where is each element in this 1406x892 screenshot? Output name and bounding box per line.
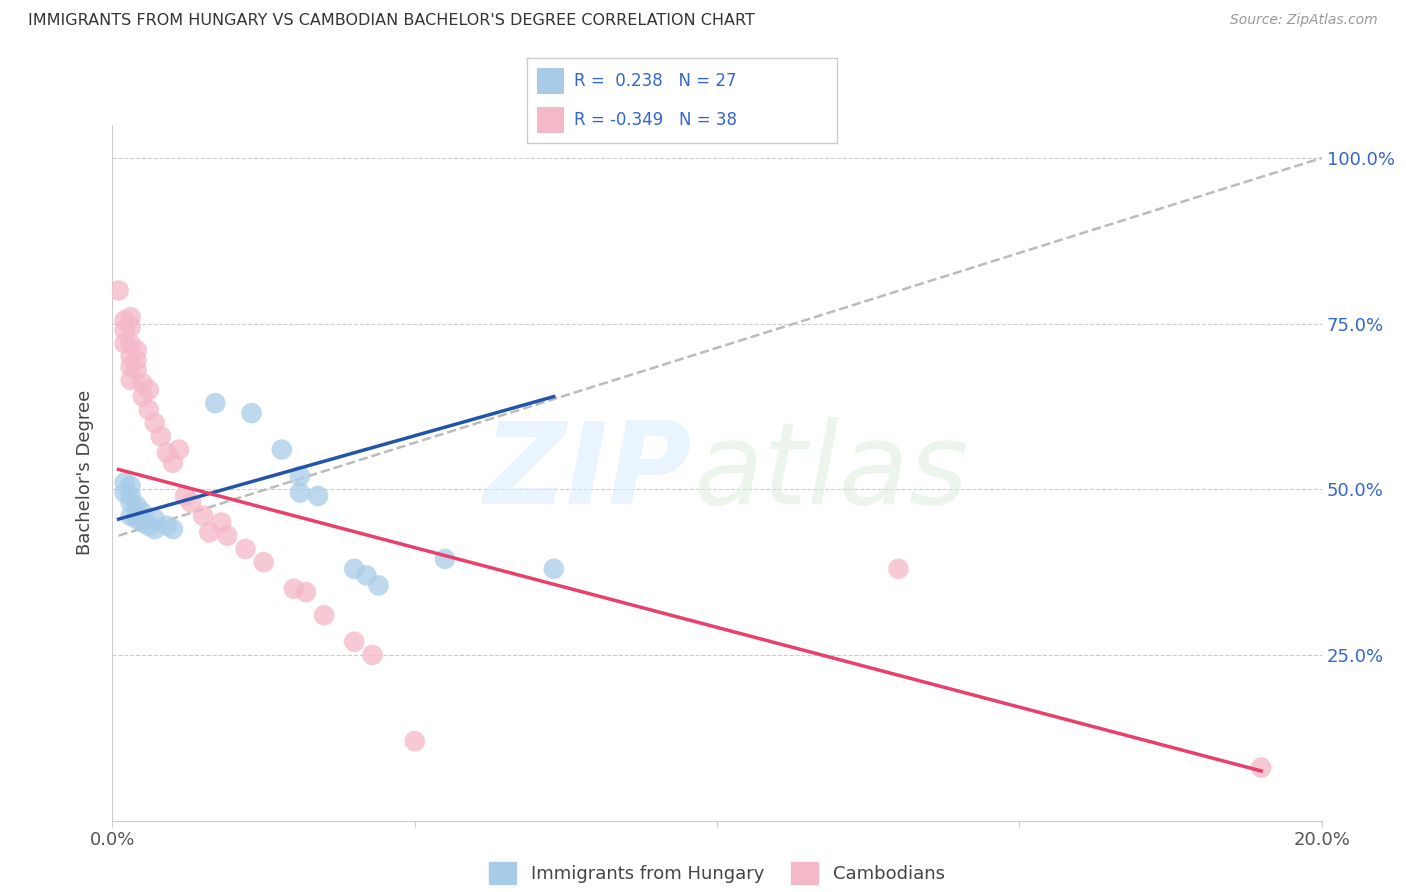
Point bbox=[138, 402, 160, 417]
Point bbox=[114, 313, 136, 327]
Point bbox=[120, 495, 142, 509]
Point bbox=[180, 495, 202, 509]
Legend: Immigrants from Hungary, Cambodians: Immigrants from Hungary, Cambodians bbox=[482, 855, 952, 892]
Point bbox=[156, 446, 179, 460]
Point bbox=[167, 442, 190, 457]
Point bbox=[404, 734, 426, 748]
Point bbox=[217, 529, 239, 543]
Point bbox=[1250, 761, 1272, 775]
Point bbox=[270, 442, 292, 457]
Point bbox=[125, 508, 148, 523]
Point bbox=[138, 383, 160, 397]
Point bbox=[138, 518, 160, 533]
Point bbox=[125, 499, 148, 513]
Point bbox=[235, 541, 257, 556]
Point bbox=[120, 310, 142, 324]
Point bbox=[361, 648, 384, 662]
Point bbox=[120, 489, 142, 503]
Point bbox=[120, 359, 142, 374]
Point bbox=[209, 516, 232, 530]
Point bbox=[433, 552, 456, 566]
Point bbox=[114, 485, 136, 500]
Y-axis label: Bachelor's Degree: Bachelor's Degree bbox=[76, 390, 94, 556]
Text: R =  0.238   N = 27: R = 0.238 N = 27 bbox=[574, 72, 737, 90]
Text: IMMIGRANTS FROM HUNGARY VS CAMBODIAN BACHELOR'S DEGREE CORRELATION CHART: IMMIGRANTS FROM HUNGARY VS CAMBODIAN BAC… bbox=[28, 13, 755, 29]
Point bbox=[132, 390, 155, 404]
Point bbox=[307, 489, 329, 503]
Point bbox=[132, 376, 155, 391]
Point bbox=[143, 522, 166, 536]
Point bbox=[132, 516, 155, 530]
Point bbox=[120, 336, 142, 351]
FancyBboxPatch shape bbox=[537, 68, 564, 94]
Point bbox=[120, 373, 142, 387]
Point bbox=[191, 508, 214, 523]
Point bbox=[887, 562, 910, 576]
Point bbox=[367, 578, 389, 592]
Point bbox=[125, 512, 148, 526]
Point bbox=[120, 508, 142, 523]
Point bbox=[120, 320, 142, 334]
Point bbox=[114, 323, 136, 337]
Point bbox=[543, 562, 565, 576]
Point bbox=[125, 343, 148, 358]
Point bbox=[240, 406, 263, 420]
Point bbox=[295, 585, 318, 599]
Point bbox=[314, 608, 336, 623]
Point bbox=[162, 522, 184, 536]
Point bbox=[343, 634, 366, 648]
Point bbox=[114, 475, 136, 490]
Point bbox=[288, 469, 311, 483]
Point bbox=[198, 525, 221, 540]
Point bbox=[107, 284, 129, 298]
Point bbox=[174, 489, 197, 503]
Point bbox=[143, 512, 166, 526]
FancyBboxPatch shape bbox=[537, 107, 564, 133]
Point bbox=[343, 562, 366, 576]
Point bbox=[253, 555, 276, 569]
Point bbox=[125, 363, 148, 377]
Point bbox=[288, 485, 311, 500]
Text: Source: ZipAtlas.com: Source: ZipAtlas.com bbox=[1230, 13, 1378, 28]
Point bbox=[120, 350, 142, 364]
Point bbox=[162, 456, 184, 470]
Point bbox=[132, 506, 155, 520]
Point bbox=[120, 479, 142, 493]
Point bbox=[125, 353, 148, 368]
Point bbox=[283, 582, 305, 596]
Point bbox=[114, 336, 136, 351]
Point bbox=[156, 518, 179, 533]
Point bbox=[204, 396, 226, 410]
Text: ZIP: ZIP bbox=[485, 417, 693, 528]
Point bbox=[356, 568, 378, 582]
Point bbox=[149, 429, 172, 443]
Text: R = -0.349   N = 38: R = -0.349 N = 38 bbox=[574, 111, 737, 128]
Text: atlas: atlas bbox=[693, 417, 967, 528]
Point bbox=[143, 416, 166, 430]
